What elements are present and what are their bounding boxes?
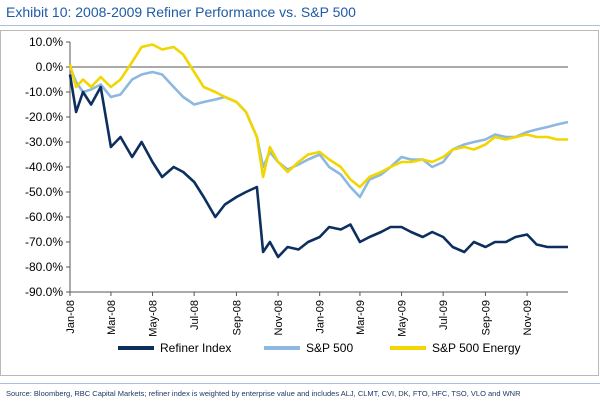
x-tick-label: Jul-08 (189, 300, 201, 330)
x-tick-label: Nov-09 (522, 300, 534, 335)
title-rule (0, 25, 600, 26)
y-tick-label: -40.0% (25, 160, 63, 174)
exhibit-title: Exhibit 10: 2008-2009 Refiner Performanc… (6, 4, 356, 20)
y-tick-label: -30.0% (25, 135, 63, 149)
y-tick-label: -50.0% (25, 185, 63, 199)
x-tick-label: Jan-08 (65, 300, 77, 334)
y-tick-label: -10.0% (25, 85, 63, 99)
legend-label: S&P 500 (306, 341, 353, 355)
y-tick-label: -20.0% (25, 110, 63, 124)
y-tick-label: 10.0% (29, 35, 63, 49)
x-tick-label: Sep-08 (231, 300, 243, 335)
series-line-s-p-500-energy (68, 43, 568, 189)
x-tick-label: Mar-08 (106, 300, 118, 335)
line-chart: 10.0% 0.0% -10.0% -20.0% -30.0% -40.0% -50.0% -… (25, 35, 569, 355)
x-tick-label: May-08 (148, 300, 160, 337)
y-tick-label: 0.0% (36, 60, 64, 74)
chart-frame (0, 30, 599, 376)
x-tick-label: Sep-09 (480, 300, 492, 335)
legend-label: S&P 500 Energy (432, 341, 521, 355)
y-tick-label: -70.0% (25, 235, 63, 249)
source-note: Source: Bloomberg, RBC Capital Markets; … (6, 389, 521, 398)
y-tick-label: -80.0% (25, 260, 63, 274)
x-tick-label: Nov-08 (273, 300, 285, 335)
x-tick-label: Jul-09 (438, 300, 450, 330)
series-line-s-p-500 (68, 66, 569, 199)
footer-rule (0, 383, 600, 384)
y-tick-label: -90.0% (25, 285, 63, 299)
legend-label: Refiner Index (160, 341, 231, 355)
x-tick-label: May-09 (397, 300, 409, 337)
series-line-refiner-index (68, 74, 568, 259)
x-tick-label: Mar-09 (355, 300, 367, 335)
x-tick-label: Jan-09 (315, 300, 327, 334)
y-tick-label: -60.0% (25, 210, 63, 224)
